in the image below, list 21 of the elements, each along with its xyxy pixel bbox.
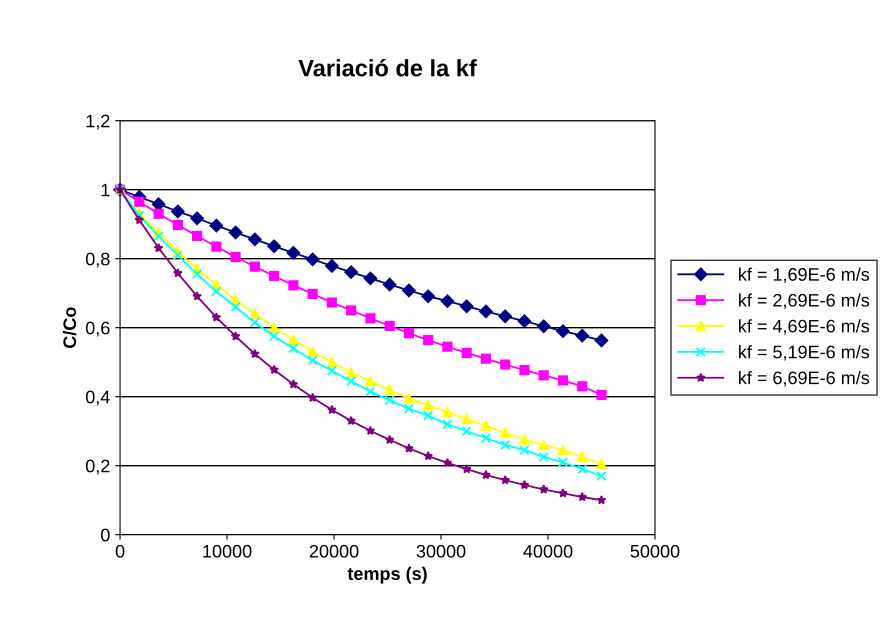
y-tick-label: 0,6 (86, 322, 110, 337)
x-tick-label: 20000 (310, 544, 358, 558)
y-tick-label: 0,8 (86, 252, 110, 268)
y-tick-label: 0,4 (86, 390, 110, 406)
y-axis-title: C/Co (62, 307, 76, 348)
legend-label: kf = 2,69E-6 m/s (739, 293, 870, 309)
legend-label: kf = 4,69E-6 m/s (739, 319, 870, 335)
y-tick-label: 0 (101, 528, 110, 542)
x-tick-label: 30000 (416, 544, 466, 558)
y-tick-label: 0,2 (86, 460, 110, 475)
x-tick-label: 0 (116, 544, 124, 558)
legend-label: kf = 6,69E-6 m/s (739, 370, 870, 386)
y-tick-label: 1,2 (86, 114, 110, 130)
y-tick-label: 1 (102, 184, 110, 196)
x-tick-label: 50000 (630, 544, 680, 558)
chart-title: Variació de la kf (298, 58, 477, 76)
x-tick-label: 40000 (523, 544, 572, 558)
x-axis-title: temps (s) (348, 566, 427, 584)
x-tick-label: 10000 (203, 544, 252, 558)
legend-label: kf = 1,69E-6 m/s (739, 268, 870, 283)
legend-label: kf = 5,19E-6 m/s (739, 345, 870, 361)
